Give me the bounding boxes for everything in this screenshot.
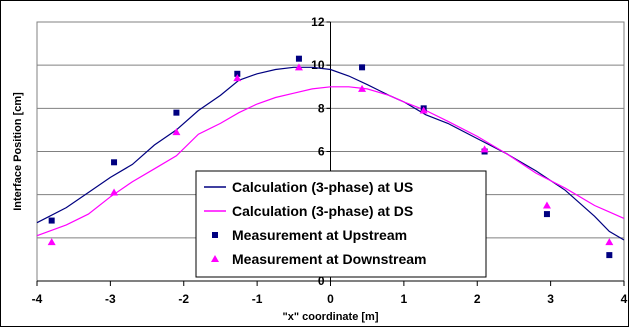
- downstream-calculation-line: [36, 86, 625, 237]
- downstream-measurement-point: [294, 63, 303, 71]
- upstream-measurement-point: [111, 159, 118, 166]
- x-tick-label: -3: [105, 292, 116, 306]
- legend-entry-label: Calculation (3-phase) at DS: [232, 203, 413, 219]
- upstream-measurement-point: [212, 232, 218, 238]
- legend-entry-label: Measurement at Upstream: [232, 227, 407, 243]
- x-tick-label: 0: [327, 292, 334, 306]
- upstream-measurement-point: [543, 211, 550, 218]
- downstream-measurement-point: [233, 74, 242, 82]
- x-tick-label: 2: [474, 292, 481, 306]
- x-tick-label: 1: [401, 292, 408, 306]
- legend-box: [195, 170, 487, 278]
- downstream-measurement-point: [358, 84, 367, 92]
- x-tick-label: -4: [32, 292, 43, 306]
- downstream-measurement-point: [480, 145, 489, 153]
- upstream-measurement-point: [234, 70, 241, 77]
- downstream-measurement-point: [47, 238, 56, 246]
- y-tick-label: 6: [318, 145, 325, 159]
- upstream-measurement-point: [173, 109, 180, 116]
- legend-entry-label: Calculation (3-phase) at US: [232, 179, 413, 195]
- x-tick-label: 4: [621, 292, 628, 306]
- legend-entry-label: Measurement at Downstream: [232, 251, 427, 267]
- x-tick-label: -1: [252, 292, 263, 306]
- y-tick-label: 0: [318, 274, 325, 288]
- y-tick-label: 10: [311, 58, 325, 72]
- x-tick-label: 3: [547, 292, 554, 306]
- upstream-measurement-point: [606, 252, 613, 259]
- downstream-measurement-point: [605, 238, 614, 246]
- downstream-measurement-point: [110, 188, 119, 196]
- x-tick-label: -2: [178, 292, 189, 306]
- downstream-measurement-point: [542, 201, 551, 209]
- downstream-measurement-point: [419, 106, 428, 114]
- y-tick-label: 12: [311, 15, 325, 29]
- upstream-measurement-point: [359, 64, 366, 71]
- x-axis-title: "x" coordinate [m]: [283, 311, 379, 323]
- legend: Calculation (3-phase) at US Calculation (…: [195, 170, 487, 278]
- downstream-measurement-point: [172, 128, 181, 136]
- y-tick-label: 8: [318, 101, 325, 115]
- y-axis-title: Interface Position [cm]: [12, 92, 24, 211]
- series-layer: [36, 55, 625, 259]
- upstream-measurement-point: [295, 55, 302, 62]
- downstream-measurement-point: [211, 255, 219, 262]
- upstream-calculation-line: [36, 66, 625, 241]
- upstream-measurement-point: [48, 217, 55, 224]
